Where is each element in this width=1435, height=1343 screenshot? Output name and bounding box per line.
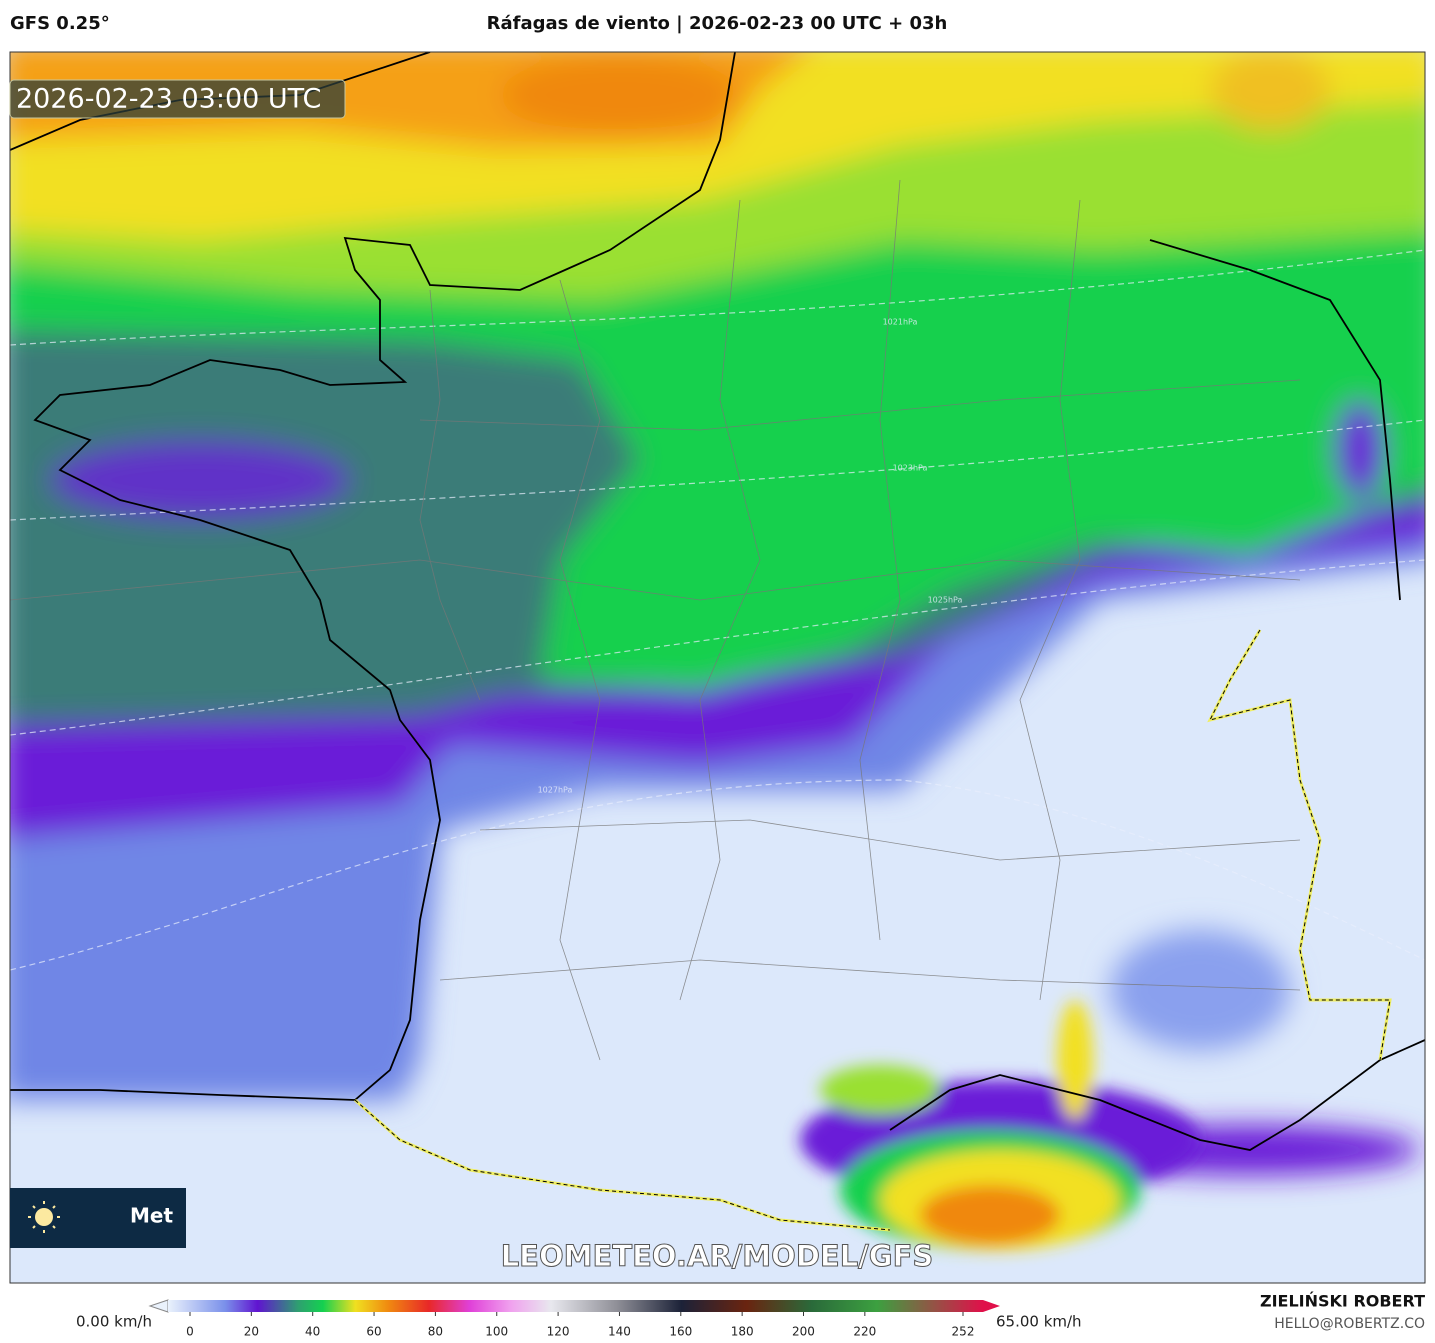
- isobar-label: 1025hPa: [928, 596, 963, 605]
- logo-sun: [35, 1208, 53, 1226]
- colorbar-min-arrow: [148, 1299, 169, 1313]
- colorbar-tick-label: 252: [952, 1325, 975, 1339]
- watermark: LEOMETEO.AR/MODEL/GFS: [501, 1239, 934, 1273]
- colorbar-tick-label: 100: [485, 1325, 508, 1339]
- logo-text: Met: [130, 1204, 173, 1228]
- colorbar: [168, 1300, 983, 1312]
- map-title: Ráfagas de viento | 2026-02-23 00 UTC + …: [487, 13, 948, 34]
- colorbar-tick-label: 180: [731, 1325, 754, 1339]
- map: 1021hPa 1023hPa 1025hPa 1027hPa: [10, 52, 1425, 1283]
- colorbar-max-arrow: [983, 1300, 1000, 1312]
- isobar-label: 1023hPa: [893, 464, 928, 473]
- isobar-label: 1027hPa: [538, 786, 573, 795]
- map-frame: [9, 51, 1426, 1284]
- isobar-labels: 1021hPa 1023hPa 1025hPa 1027hPa: [538, 318, 963, 795]
- logo-rays: [28, 1201, 60, 1233]
- colorbar-tick-label: 80: [428, 1325, 443, 1339]
- colorbar-tick-label: 20: [244, 1325, 259, 1339]
- author: ZIELIŃSKI ROBERT: [1260, 1292, 1425, 1311]
- colorbar-tick-label: 40: [305, 1325, 320, 1339]
- colorbar-max-label: 65.00 km/h: [996, 1313, 1082, 1331]
- isobar-label: 1021hPa: [883, 318, 918, 327]
- colorbar-tick-label: 220: [853, 1325, 876, 1339]
- timestamp-box: [9, 79, 346, 119]
- colorbar-tick-label: 160: [669, 1325, 692, 1339]
- colorbar-tick-label: 0: [186, 1325, 194, 1339]
- colorbar-min-label: 0.00 km/h: [76, 1313, 152, 1331]
- colorbar-tick-label: 140: [608, 1325, 631, 1339]
- colorbar-tick-label: 60: [366, 1325, 381, 1339]
- contact: HELLO@ROBERTZ.CO: [1274, 1316, 1425, 1332]
- timestamp: 2026-02-23 03:00 UTC: [16, 84, 321, 115]
- colorbar-tick-label: 200: [792, 1325, 815, 1339]
- model-label: GFS 0.25°: [10, 13, 110, 34]
- colorbar-ticks: 0 20 40 60 80 100 120 140 160 180 200 220 252: [186, 1312, 974, 1339]
- colorbar-tick-label: 120: [547, 1325, 570, 1339]
